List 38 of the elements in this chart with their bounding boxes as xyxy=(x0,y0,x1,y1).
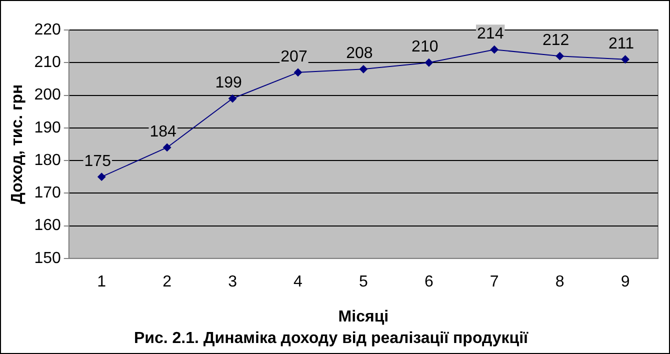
data-label: 214 xyxy=(477,26,504,43)
point xyxy=(424,58,433,67)
data-label: 207 xyxy=(280,48,308,66)
data-label: 208 xyxy=(346,45,373,62)
point xyxy=(621,55,630,64)
y-tick-label: 160 xyxy=(34,217,61,234)
y-axis-title: Доход, тис. грн xyxy=(9,84,26,204)
point xyxy=(359,65,368,74)
y-tick-label: 150 xyxy=(34,250,61,267)
point xyxy=(98,172,106,181)
y-tick-label: 170 xyxy=(34,184,61,202)
y-tick-label: 210 xyxy=(34,54,61,72)
x-tick-label: 5 xyxy=(358,273,368,290)
point xyxy=(294,68,302,76)
data-label: 184 xyxy=(150,123,177,140)
x-tick-label: 9 xyxy=(620,273,630,290)
data-label: 210 xyxy=(412,38,438,56)
data-label: 199 xyxy=(215,74,242,92)
point xyxy=(228,94,237,103)
data-label: 212 xyxy=(542,32,570,50)
point xyxy=(556,52,564,60)
text: Рис. 2.1. Динаміка доходу від реалізації продукції xyxy=(134,330,529,347)
point xyxy=(163,143,172,152)
data-label: 211 xyxy=(608,35,634,52)
x-tick-label: 4 xyxy=(294,273,303,290)
y-tick-label: 220 xyxy=(34,21,61,38)
y-tick-label: 200 xyxy=(34,86,61,104)
x-tick-label: 2 xyxy=(162,273,172,290)
x-tick-label: 7 xyxy=(490,273,499,290)
point xyxy=(490,46,498,54)
x-tick-label: 6 xyxy=(424,273,434,290)
data-label: 175 xyxy=(84,152,112,170)
x-axis-title: Місяці xyxy=(338,308,389,326)
x-tick-label: 8 xyxy=(555,273,564,290)
x-tick-label: 3 xyxy=(228,273,238,290)
y-tick-label: 190 xyxy=(34,119,61,136)
x-tick-label: 1 xyxy=(97,273,106,290)
y-tick-label: 180 xyxy=(34,152,61,169)
